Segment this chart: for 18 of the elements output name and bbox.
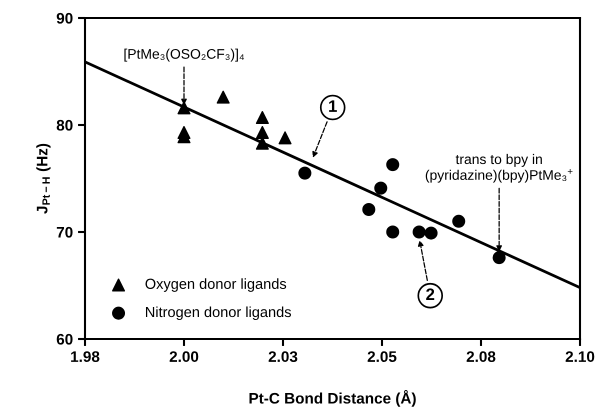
x-tick-label: 2.08 <box>466 351 496 362</box>
x-tick-label: 1.98 <box>71 351 100 362</box>
legend-label: Oxygen donor ligands <box>145 278 286 292</box>
y-axis-title: J$_{Pt−H}$ (Hz) <box>36 144 51 214</box>
annotation: 2 <box>426 288 434 300</box>
annotation: trans to bpy in (pyridazine)(bpy)PtMe₃$^{+}$ <box>426 154 573 183</box>
y-tick-label: 80 <box>56 120 73 131</box>
legend-label: Nitrogen donor ligands <box>146 306 292 320</box>
y-tick-label: 60 <box>56 334 73 345</box>
x-tick-label: 2.10 <box>566 351 594 362</box>
x-axis-title: Pt-C Bond Distance (Å) <box>250 390 416 407</box>
annotation: 1 <box>329 100 337 112</box>
y-tick-label: 70 <box>56 226 73 238</box>
x-tick-label: 2.03 <box>268 351 298 362</box>
annotation: [PtMe₃(OSO₂CF₃)]₄ <box>124 48 244 62</box>
x-tick-label: 2.00 <box>170 351 198 362</box>
x-tick-label: 2.05 <box>368 351 396 362</box>
y-tick-label: 90 <box>56 12 73 24</box>
